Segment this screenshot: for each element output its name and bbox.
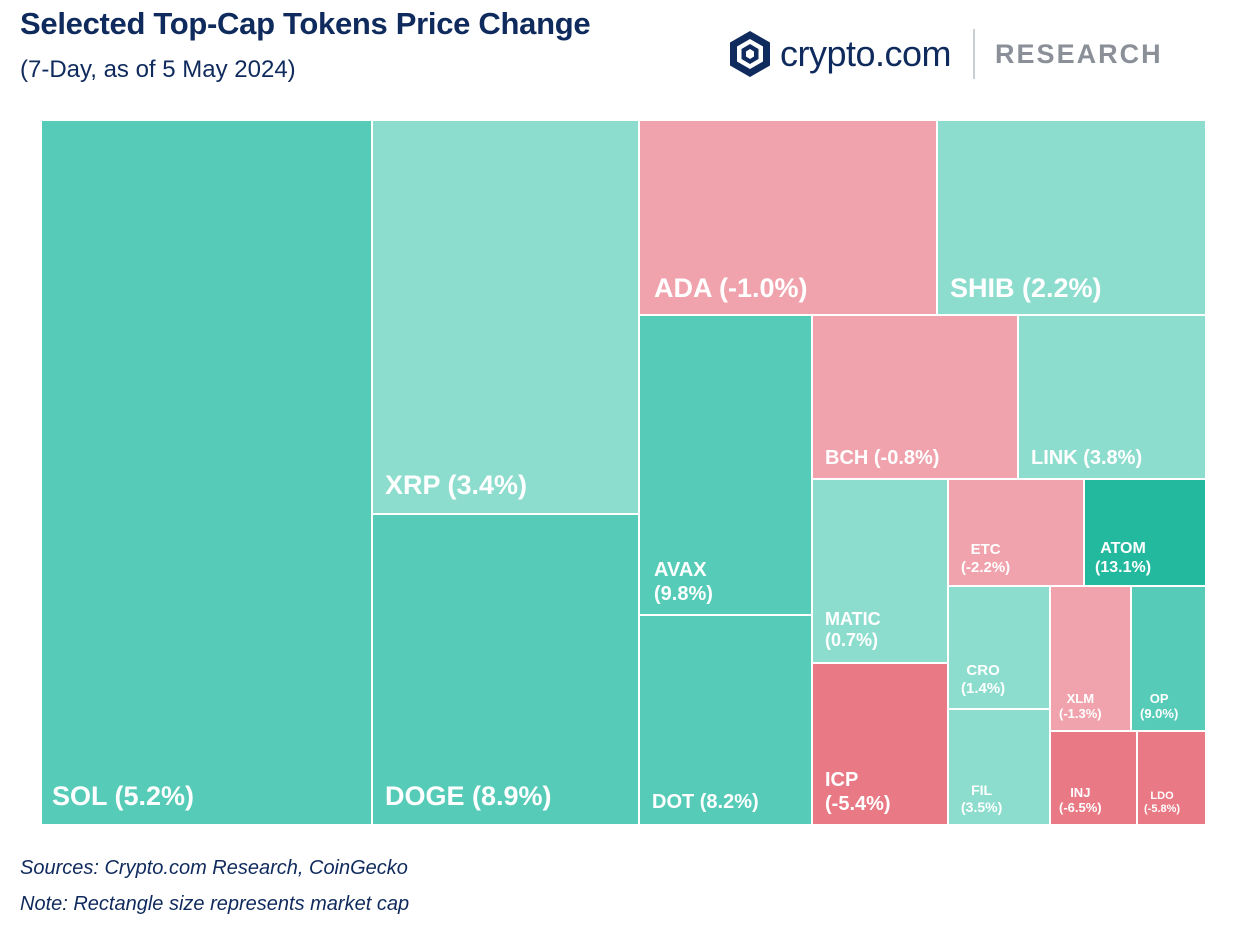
treemap-tile-cro: CRO (1.4%) — [947, 585, 1051, 710]
treemap-label-doge: DOGE (8.9%) — [385, 780, 552, 811]
treemap-tile-ldo: LDO (-5.8%) — [1136, 730, 1207, 826]
treemap-tile-xrp: XRP (3.4%) — [371, 119, 640, 515]
treemap-label-link: LINK (3.8%) — [1031, 447, 1143, 469]
treemap-label-avax: AVAX (9.8%) — [654, 559, 713, 605]
treemap-label-sol: SOL (5.2%) — [52, 780, 195, 811]
treemap-tile-bch: BCH (-0.8%) — [811, 314, 1019, 480]
treemap-tile-atom: ATOM (13.1%) — [1083, 478, 1207, 587]
treemap-label-inj: INJ (-6.5%) — [1059, 784, 1102, 816]
treemap-tile-doge: DOGE (8.9%) — [371, 513, 640, 826]
treemap-label-ada: ADA (-1.0%) — [654, 272, 808, 303]
chart-subtitle: (7-Day, as of 5 May 2024) — [20, 56, 296, 83]
treemap-tile-fil: FIL (3.5%) — [947, 708, 1051, 826]
treemap-tile-shib: SHIB (2.2%) — [936, 119, 1207, 316]
treemap-label-op: OP (9.0%) — [1140, 690, 1179, 722]
treemap-label-fil: FIL (3.5%) — [961, 782, 1003, 816]
treemap-tile-inj: INJ (-6.5%) — [1049, 730, 1138, 826]
treemap-tile-sol: SOL (5.2%) — [40, 119, 373, 826]
treemap-tile-link: LINK (3.8%) — [1017, 314, 1207, 480]
brand-header: crypto.com RESEARCH — [728, 26, 1163, 82]
treemap-tile-ada: ADA (-1.0%) — [638, 119, 938, 316]
treemap-tile-dot: DOT (8.2%) — [638, 614, 813, 826]
footnote: Note: Rectangle size represents market c… — [20, 893, 410, 915]
treemap-label-xlm: XLM (-1.3%) — [1059, 690, 1102, 722]
chart-title: Selected Top-Cap Tokens Price Change — [20, 6, 591, 41]
treemap-label-cro: CRO (1.4%) — [961, 662, 1006, 697]
treemap-label-ldo: LDO (-5.8%) — [1144, 789, 1181, 815]
treemap-label-bch: BCH (-0.8%) — [825, 447, 940, 469]
treemap-label-shib: SHIB (2.2%) — [950, 272, 1102, 303]
treemap-label-icp: ICP (-5.4%) — [825, 769, 891, 815]
sources-note: Sources: Crypto.com Research, CoinGecko — [20, 857, 408, 879]
treemap-label-dot: DOT (8.2%) — [652, 791, 759, 813]
treemap-label-xrp: XRP (3.4%) — [385, 469, 528, 500]
brand-divider — [973, 29, 976, 79]
crypto-com-shield-icon — [728, 29, 772, 79]
treemap-label-etc: ETC (-2.2%) — [961, 541, 1011, 576]
treemap-tile-op: OP (9.0%) — [1130, 585, 1207, 732]
treemap-tile-icp: ICP (-5.4%) — [811, 662, 949, 826]
treemap-label-atom: ATOM (13.1%) — [1095, 539, 1152, 576]
brand-research-label: RESEARCH — [995, 38, 1163, 69]
brand-name: crypto.com — [780, 33, 952, 74]
treemap-tile-xlm: XLM (-1.3%) — [1049, 585, 1132, 732]
treemap-tile-matic: MATIC (0.7%) — [811, 478, 949, 664]
treemap-label-matic: MATIC (0.7%) — [825, 608, 881, 651]
treemap-tile-avax: AVAX (9.8%) — [638, 314, 813, 616]
treemap-chart: SOL (5.2%) XRP (3.4%) DOGE (8.9%) ADA (-1.0… — [40, 119, 1207, 826]
treemap-tile-etc: ETC (-2.2%) — [947, 478, 1085, 587]
